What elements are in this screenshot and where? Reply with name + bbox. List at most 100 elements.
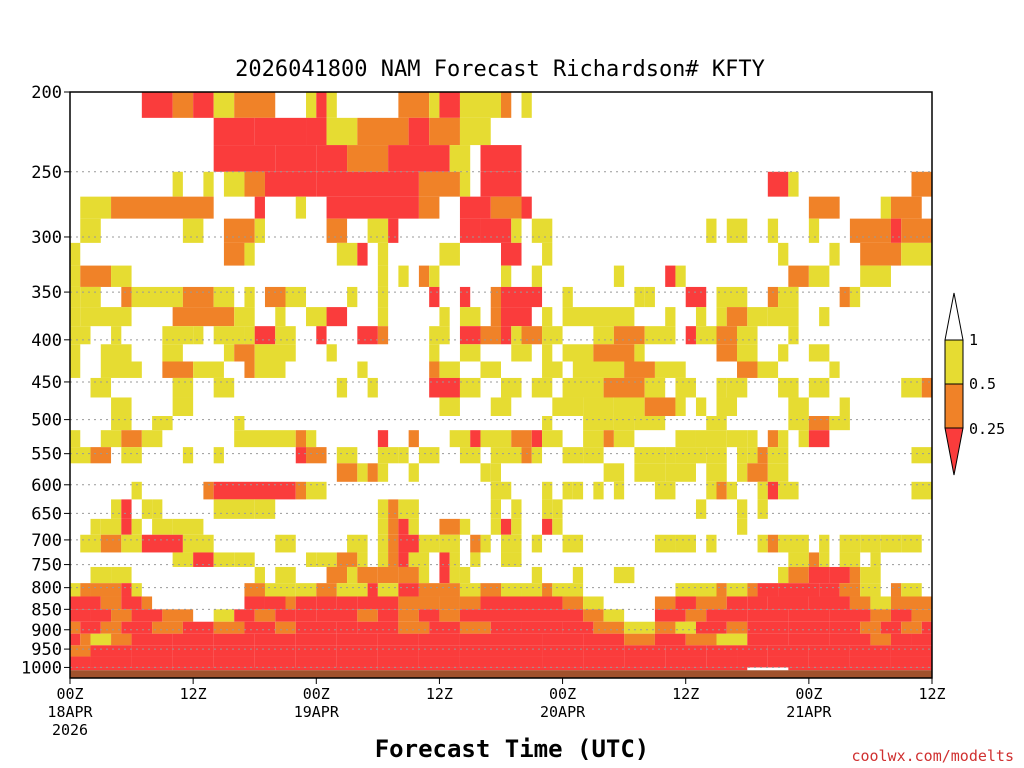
ri-cell xyxy=(90,583,122,597)
ri-cell xyxy=(418,447,440,464)
ri-cell xyxy=(131,633,173,646)
ri-cell xyxy=(726,596,748,610)
ri-cell xyxy=(808,377,830,398)
ri-cell xyxy=(306,481,327,500)
ri-cell xyxy=(737,344,758,362)
ri-cell xyxy=(244,361,255,378)
ri-cell xyxy=(90,656,132,668)
y-tick-label: 1000 xyxy=(21,658,62,678)
y-tick-label: 800 xyxy=(31,579,62,599)
y-tick-label: 750 xyxy=(31,556,62,576)
ri-cell xyxy=(716,583,727,597)
ri-cell xyxy=(418,566,430,584)
ri-cell xyxy=(295,609,317,622)
ri-cell xyxy=(326,344,337,362)
ri-cell xyxy=(336,463,358,482)
ri-cell xyxy=(347,566,358,584)
ri-cell xyxy=(162,344,183,362)
ri-cell xyxy=(295,645,337,657)
ri-cell xyxy=(490,397,512,417)
ri-cell xyxy=(747,583,758,597)
ri-cell xyxy=(152,499,163,519)
ri-cell xyxy=(162,361,194,378)
ri-cell xyxy=(429,621,460,634)
ri-cell xyxy=(613,326,645,345)
ri-cell xyxy=(111,416,132,431)
ri-cell xyxy=(336,633,378,646)
ri-cell xyxy=(357,463,368,482)
y-tick-label: 700 xyxy=(31,531,62,551)
ri-cell xyxy=(162,609,194,622)
ri-cell xyxy=(275,609,296,622)
ri-cell xyxy=(521,583,543,597)
ri-cell xyxy=(100,361,142,378)
ri-cell xyxy=(244,326,255,345)
ri-cell xyxy=(234,430,296,448)
ri-cell xyxy=(377,656,419,668)
ri-cell xyxy=(501,447,522,464)
ri-cell xyxy=(716,307,727,327)
ri-cell xyxy=(819,552,830,567)
x-tick-label: 18APR xyxy=(47,703,93,721)
ri-cell xyxy=(398,518,409,535)
ri-cell xyxy=(839,583,861,597)
ri-cell xyxy=(193,326,204,345)
ri-cell xyxy=(131,583,142,597)
ri-cell xyxy=(418,265,430,287)
ri-cell xyxy=(808,656,850,668)
ri-cell xyxy=(90,518,101,535)
ri-cell xyxy=(501,552,522,567)
ri-cell xyxy=(531,377,553,398)
ri-cell xyxy=(377,534,389,553)
ri-cell xyxy=(182,218,204,243)
ri-cell xyxy=(808,566,830,584)
ri-cell xyxy=(285,286,307,308)
ri-cell xyxy=(377,326,389,345)
ri-cell xyxy=(624,361,655,378)
ri-cell xyxy=(603,609,625,622)
ri-cell xyxy=(634,416,666,431)
ri-cell xyxy=(685,609,707,622)
ri-cell xyxy=(767,481,779,500)
ri-cell xyxy=(808,218,820,243)
ri-cell xyxy=(480,534,491,553)
ri-cell xyxy=(347,145,389,172)
ri-cell xyxy=(501,518,512,535)
ri-cell xyxy=(306,307,327,327)
ri-cell xyxy=(121,583,132,597)
ri-cell xyxy=(583,447,604,464)
ri-cell xyxy=(131,481,142,500)
ri-cell xyxy=(860,265,891,287)
ri-cell xyxy=(726,218,748,243)
ri-cell xyxy=(111,566,132,584)
ri-cell xyxy=(336,656,378,668)
ri-cell xyxy=(665,656,707,668)
ri-cell xyxy=(860,583,881,597)
ri-cell xyxy=(223,171,245,197)
ri-cell xyxy=(706,534,717,553)
ri-cell xyxy=(295,656,337,668)
ri-cell xyxy=(767,463,789,482)
ri-cell xyxy=(778,286,799,308)
ri-cell xyxy=(367,583,378,597)
ri-cell xyxy=(213,633,255,646)
ri-cell xyxy=(819,583,840,597)
ri-cell xyxy=(521,196,532,219)
ri-cell xyxy=(788,397,809,417)
ri-cell xyxy=(849,596,871,610)
ri-cell xyxy=(244,171,265,197)
ri-cell xyxy=(726,430,748,448)
ri-cell xyxy=(767,534,779,553)
y-tick-label: 850 xyxy=(31,600,62,620)
ri-cell xyxy=(111,326,122,345)
ri-cell xyxy=(501,596,563,610)
y-tick-label: 900 xyxy=(31,621,62,641)
ri-cell xyxy=(911,609,932,622)
ri-cell xyxy=(890,609,912,622)
ri-cell xyxy=(172,171,183,197)
ri-cell xyxy=(665,463,696,482)
ri-cell xyxy=(860,242,902,266)
ri-cell xyxy=(295,447,307,464)
ri-cell xyxy=(100,534,122,553)
ri-cell xyxy=(726,481,738,500)
